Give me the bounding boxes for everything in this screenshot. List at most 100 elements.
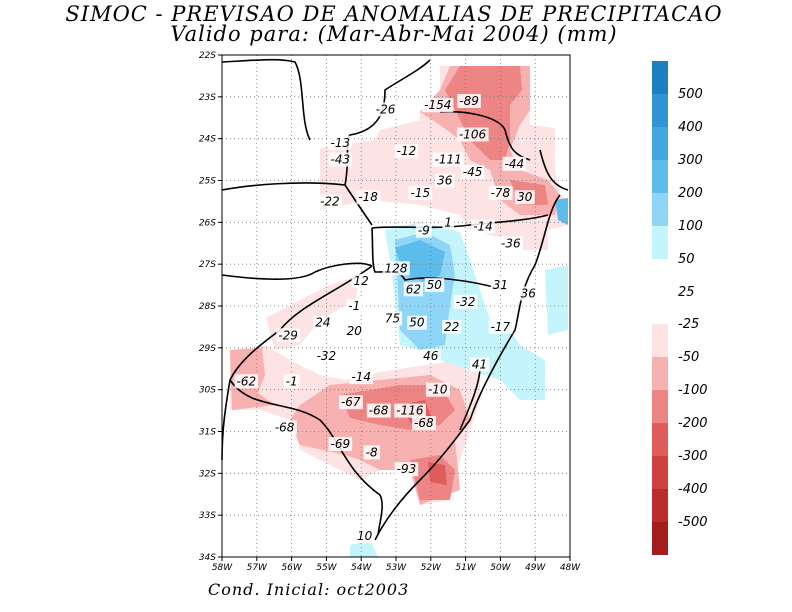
contour-label-background	[272, 420, 297, 435]
contour-label-background	[382, 311, 403, 326]
contour-value-label: 41	[472, 358, 487, 372]
contour-label-background	[442, 215, 455, 230]
lon-tick-label: 51W	[455, 563, 476, 573]
contour-value-label: -13	[331, 136, 351, 150]
contour-label-background	[276, 328, 300, 343]
contour-value-label: -68	[414, 416, 434, 430]
legend-swatch	[652, 127, 668, 160]
contour-value-label: -10	[428, 383, 448, 397]
contour-label-background	[425, 382, 450, 397]
contour-value-label: 22	[444, 320, 459, 334]
lat-tick-label: 29S	[199, 344, 216, 354]
contour-label-background	[502, 156, 527, 171]
lon-tick-label: 56W	[281, 563, 302, 573]
legend-swatch	[652, 390, 668, 423]
contour-label-background	[394, 144, 419, 159]
contour-value-label: 12	[354, 274, 369, 288]
contour-value-label: 1	[444, 215, 452, 229]
contour-label-background	[471, 219, 495, 234]
negative-area	[428, 462, 447, 485]
positive-area	[555, 198, 568, 225]
contour-label-background	[373, 102, 398, 117]
contour-value-label: 20	[347, 324, 363, 338]
contour-value-label: -15	[411, 186, 431, 200]
contour-value-label: -89	[459, 94, 479, 108]
contour-value-label: -44	[505, 157, 525, 171]
contour-label-background	[442, 319, 462, 334]
legend-label: -200	[678, 416, 708, 431]
contour-label-background	[515, 190, 535, 205]
contour-value-label: -68	[275, 420, 295, 434]
map-title: SIMOC - PREVISAO DE ANOMALIAS DE PRECIPI…	[65, 2, 723, 26]
lat-tick-label: 28S	[199, 302, 216, 312]
positive-area	[350, 540, 378, 557]
contour-value-label: -154	[424, 98, 451, 112]
contour-label-background	[457, 94, 481, 109]
contour-value-label: -9	[418, 224, 430, 238]
contour-label-background	[328, 152, 353, 167]
legend-swatch	[652, 160, 668, 193]
lat-tick-label: 26S	[199, 218, 216, 228]
contour-label-background	[234, 374, 259, 389]
contour-label-background	[469, 357, 490, 372]
contour-value-label: -116	[396, 404, 424, 418]
contour-label-background	[518, 286, 539, 301]
lon-tick-label: 50W	[490, 563, 511, 573]
contour-label-background	[349, 370, 374, 385]
contour-label-background	[328, 135, 353, 150]
legend-label: -300	[678, 449, 708, 464]
contour-value-label: -29	[278, 328, 298, 342]
contour-label-background	[328, 437, 353, 452]
contour-label-background	[356, 190, 381, 205]
contour-value-label: -14	[351, 370, 371, 384]
contour-value-label: -62	[237, 374, 257, 388]
contour-label-background	[314, 349, 339, 364]
lat-tick-label: 24S	[199, 135, 216, 145]
lon-tick-label: 53W	[386, 563, 407, 573]
contour-label-background	[394, 462, 419, 477]
lon-tick-label: 58W	[212, 563, 233, 573]
contour-label-background	[435, 173, 455, 188]
legend-label: 100	[678, 219, 703, 234]
contour-label-background	[499, 236, 524, 251]
contour-value-label: 31	[493, 278, 508, 292]
contour-value-label: 46	[423, 349, 439, 363]
color-legend: 500 400 300 200 100 50 25 -25 -50 -100 -200 -300 -40…	[652, 61, 708, 555]
contour-value-label: -78	[491, 186, 511, 200]
positive-area	[545, 265, 568, 335]
lon-tick-label: 57W	[247, 563, 268, 573]
lon-tick-label: 49W	[525, 563, 546, 573]
lat-tick-label: 32S	[199, 469, 216, 479]
contour-label-background	[424, 278, 445, 293]
contour-label-background	[421, 349, 441, 364]
contour-label-background	[415, 223, 432, 238]
legend-label: 400	[678, 120, 703, 135]
contour-value-label: -67	[341, 395, 361, 409]
contour-value-label: -26	[376, 102, 396, 116]
lat-tick-label: 22S	[199, 51, 216, 61]
contour-label-background	[313, 315, 333, 330]
legend-label: 300	[678, 153, 703, 168]
lon-tick-label: 55W	[316, 563, 337, 573]
contour-label-background	[456, 127, 489, 142]
contour-value-label: -32	[456, 295, 476, 309]
negative-area	[445, 66, 522, 160]
contour-value-label: -14	[473, 220, 493, 234]
contour-value-label: -32	[317, 349, 337, 363]
contour-label-background	[403, 282, 424, 297]
contour-label-background	[490, 278, 511, 293]
legend-swatch	[652, 94, 668, 127]
map-subtitle: Valido para: (Mar-Abr-Mai 2004) (mm)	[170, 22, 618, 46]
contour-label-background	[488, 319, 513, 334]
legend-label: -500	[678, 515, 708, 530]
contour-value-label: 62	[406, 282, 421, 296]
legend-swatch	[652, 324, 668, 357]
legend-swatch	[652, 193, 668, 226]
contour-label-background	[344, 324, 365, 339]
legend-label: -400	[678, 482, 708, 497]
contour-label-background	[408, 186, 433, 201]
contour-value-label: -36	[501, 236, 521, 250]
legend-swatch	[652, 456, 668, 489]
contour-labels: -26 -154 -89 -106 -13 -43 -12 -111-45 -44 36 -15 -1…	[234, 94, 539, 544]
